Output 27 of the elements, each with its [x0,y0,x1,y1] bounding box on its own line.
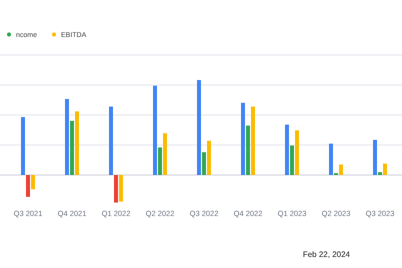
bar [70,120,74,175]
bar [158,147,162,175]
bar [153,86,157,175]
bar [31,175,35,190]
bar [290,146,294,175]
bar [119,175,123,202]
bar [75,111,79,175]
bar [373,140,377,175]
bar [202,152,206,175]
bar [295,130,299,175]
bar [339,164,343,175]
bar [207,140,211,175]
bar [241,102,245,175]
bar [114,175,118,203]
bar [197,80,201,175]
bar [329,144,333,175]
bar [26,175,30,197]
bar [163,133,167,175]
bar [251,106,255,175]
bar [109,106,113,175]
text: Feb 22, 2024 [302,250,351,259]
bar [378,172,382,175]
bar [21,117,25,175]
bar [65,99,69,175]
bar [246,126,250,175]
bar [383,164,387,175]
bar [285,124,289,175]
